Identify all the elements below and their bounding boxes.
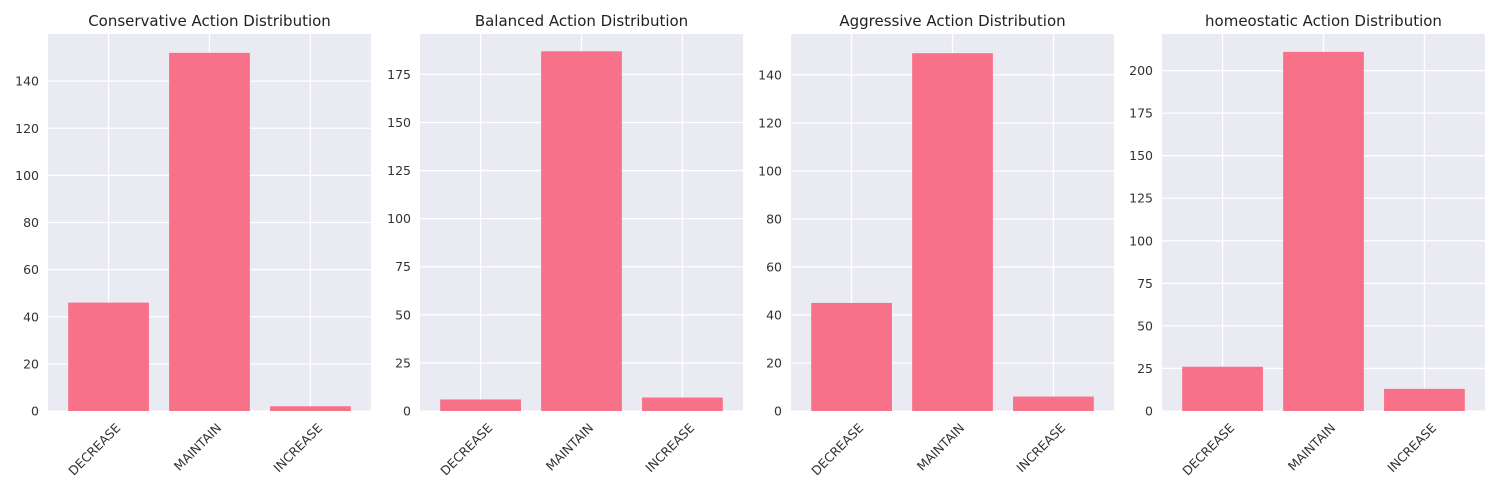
y-tick-label: 25 (395, 355, 411, 370)
x-tick-label: INCREASE (270, 420, 325, 475)
y-tick-label: 0 (403, 404, 411, 419)
x-tick-label: INCREASE (1013, 420, 1068, 475)
bar-increase (1384, 388, 1465, 411)
y-tick-label: 80 (766, 211, 782, 226)
y-tick-label: 100 (758, 163, 782, 178)
y-tick-label: 120 (15, 121, 39, 136)
chart-title: Conservative Action Distribution (88, 12, 331, 30)
bar-increase (642, 397, 723, 411)
x-tick-label: MAINTAIN (1285, 420, 1338, 473)
x-tick-label: INCREASE (642, 420, 697, 475)
y-tick-label: 200 (1129, 63, 1153, 78)
y-tick-label: 60 (23, 262, 39, 277)
bar-decrease (1182, 366, 1263, 411)
bar-maintain (541, 51, 622, 412)
x-tick-label: DECREASE (808, 420, 866, 478)
y-tick-label: 140 (15, 74, 39, 89)
bar-decrease (440, 399, 521, 411)
bar-maintain (912, 53, 993, 411)
y-tick-label: 75 (1137, 276, 1153, 291)
chart-panel-2: 0 25 50 75 100 125 150 175 DECREASE MAINTAIN INCRE… (387, 12, 743, 478)
y-tick-label: 60 (766, 259, 782, 274)
chart-panel-3: 0 20 40 60 80 100 120 140 DECREASE MAINTAIN INCREA… (758, 12, 1114, 478)
y-tick-label: 175 (1129, 106, 1153, 121)
y-tick-label: 40 (23, 309, 39, 324)
y-tick-label: 150 (387, 115, 411, 130)
x-tick-label: MAINTAIN (914, 420, 967, 473)
bar-maintain (1283, 51, 1364, 411)
y-tick-label: 125 (387, 163, 411, 178)
y-tick-label: 100 (15, 168, 39, 183)
y-tick-label: 50 (1137, 318, 1153, 333)
y-tick-label: 75 (395, 259, 411, 274)
bar-decrease (811, 302, 892, 411)
chart-title: Balanced Action Distribution (475, 12, 688, 30)
chart-title: homeostatic Action Distribution (1205, 12, 1442, 30)
x-tick-label: DECREASE (1179, 420, 1237, 478)
chart-panel-1: 0 20 40 60 80 100 120 140 DECREASE MAINTAIN INCREA… (15, 12, 371, 478)
x-tick-label: INCREASE (1384, 420, 1439, 475)
x-tick-label: MAINTAIN (543, 420, 596, 473)
bar-decrease (68, 302, 149, 411)
y-tick-label: 100 (387, 211, 411, 226)
x-tick-label: DECREASE (65, 420, 123, 478)
y-tick-label: 20 (23, 356, 39, 371)
y-tick-label: 25 (1137, 361, 1153, 376)
y-tick-label: 50 (395, 307, 411, 322)
y-tick-label: 40 (766, 307, 782, 322)
chart-title: Aggressive Action Distribution (839, 12, 1065, 30)
y-tick-label: 80 (23, 215, 39, 230)
y-tick-label: 100 (1129, 233, 1153, 248)
y-tick-label: 0 (1145, 404, 1153, 419)
bar-maintain (169, 52, 250, 411)
y-tick-label: 0 (31, 404, 39, 419)
x-tick-label: MAINTAIN (171, 420, 224, 473)
x-tick-label: DECREASE (437, 420, 495, 478)
y-tick-label: 0 (774, 404, 782, 419)
chart-panel-4: 0 25 50 75 100 125 150 175 200 DECREASE MAINTAIN IN… (1129, 12, 1485, 478)
y-tick-label: 20 (766, 355, 782, 370)
y-tick-label: 120 (758, 115, 782, 130)
y-tick-label: 125 (1129, 191, 1153, 206)
y-tick-label: 140 (758, 67, 782, 82)
y-tick-label: 150 (1129, 148, 1153, 163)
bar-increase (270, 406, 351, 411)
bar-increase (1013, 396, 1094, 411)
y-tick-label: 175 (387, 67, 411, 82)
